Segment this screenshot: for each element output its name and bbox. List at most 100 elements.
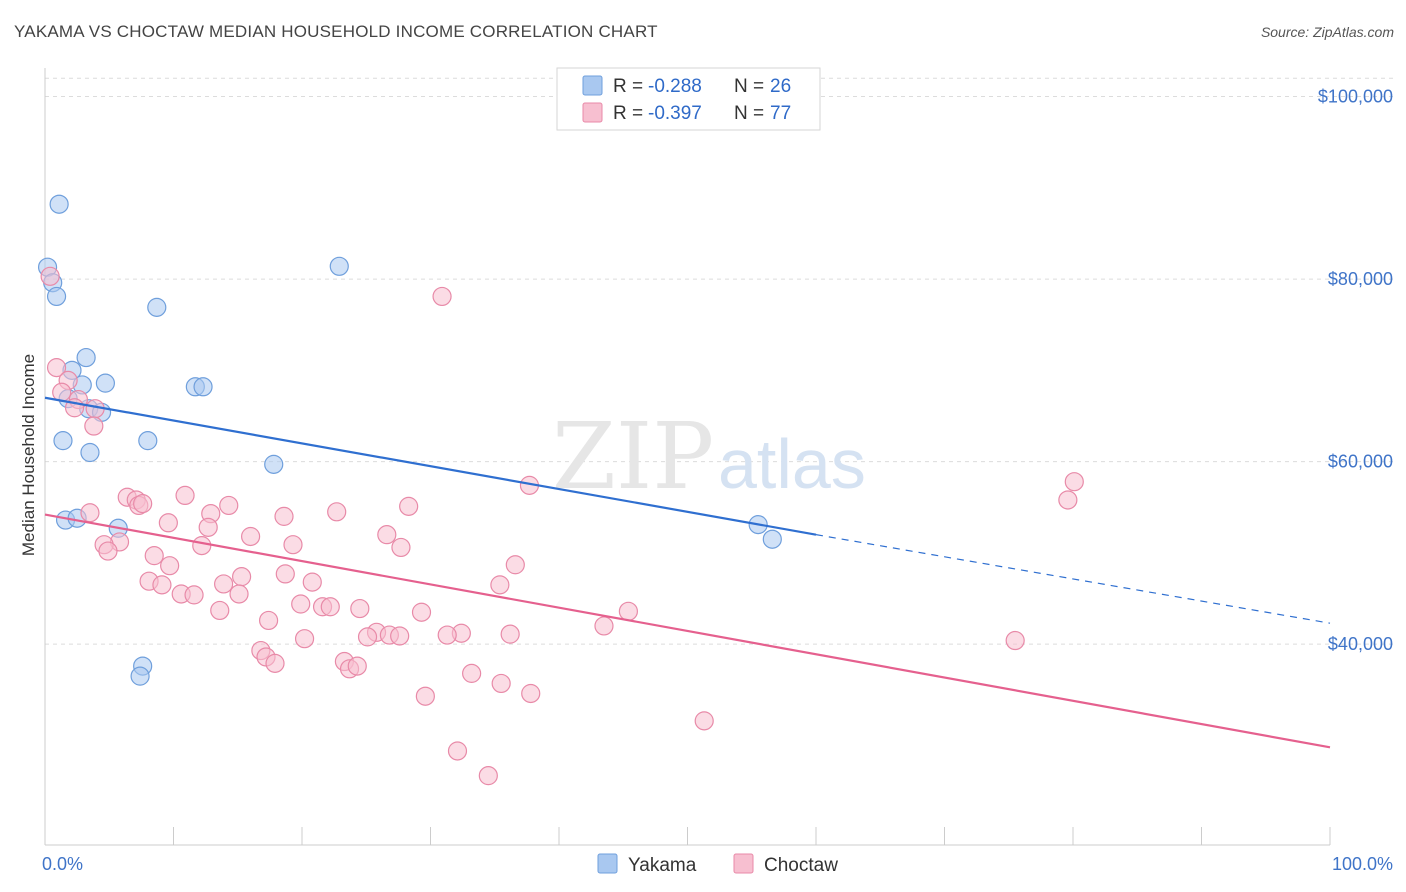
- point-yakama-3: [46, 286, 67, 307]
- point-yakama-23: [762, 529, 782, 549]
- y-tick-label-0: $40,000: [1328, 634, 1393, 654]
- point-choctaw-18: [399, 496, 419, 516]
- point-yakama-18: [264, 454, 284, 474]
- point-yakama-25: [130, 666, 150, 686]
- legend-r-label-yakama: R =: [613, 76, 643, 97]
- point-choctaw-60: [500, 624, 520, 644]
- legend-swatch-yakama: [582, 75, 603, 96]
- legend-swatch-choctaw-bottom: [733, 853, 754, 874]
- trend-line-extension-yakama: [815, 534, 1331, 624]
- point-choctaw-1: [432, 286, 452, 307]
- point-yakama-11: [193, 377, 213, 397]
- point-choctaw-76: [478, 766, 498, 786]
- chart-title: YAKAMA VS CHOCTAW MEDIAN HOUSEHOLD INCOM…: [14, 22, 658, 41]
- point-choctaw-39: [214, 574, 234, 594]
- correlation-legend: R = -0.288 N = 26 R = -0.397 N = 77: [556, 67, 821, 131]
- point-choctaw-11: [1058, 490, 1078, 510]
- point-yakama-9: [95, 373, 115, 393]
- point-choctaw-70: [462, 663, 482, 683]
- grid-lines: [45, 77, 1395, 645]
- point-choctaw-48: [320, 597, 340, 617]
- point-choctaw-20: [327, 502, 347, 522]
- point-choctaw-10: [1064, 472, 1084, 492]
- point-yakama-5: [329, 256, 349, 276]
- point-choctaw-62: [294, 629, 315, 649]
- point-choctaw-41: [152, 575, 172, 595]
- point-choctaw-33: [144, 546, 164, 566]
- trend-line-choctaw: [44, 513, 1331, 749]
- point-yakama-6: [76, 347, 96, 368]
- point-choctaw-71: [491, 673, 511, 694]
- x-tick-labels: 0.0% 100.0%: [42, 854, 1393, 874]
- point-choctaw-73: [415, 686, 435, 706]
- watermark-atlas: atlas: [718, 425, 866, 503]
- point-choctaw-8: [84, 416, 104, 436]
- legend-r-label-choctaw: R =: [613, 103, 643, 124]
- trend-line-yakama: [44, 396, 817, 536]
- point-choctaw-34: [160, 556, 180, 576]
- point-choctaw-19: [80, 503, 100, 523]
- point-choctaw-29: [192, 536, 212, 556]
- point-choctaw-35: [505, 555, 525, 575]
- y-tick-label-1: $60,000: [1328, 452, 1393, 472]
- legend-n-value-choctaw: 77: [770, 103, 791, 124]
- point-choctaw-17: [219, 495, 239, 516]
- point-choctaw-46: [291, 594, 311, 614]
- point-choctaw-30: [283, 535, 303, 555]
- y-tick-label-3: $100,000: [1318, 87, 1393, 107]
- point-choctaw-42: [490, 575, 510, 595]
- point-choctaw-51: [411, 602, 432, 622]
- point-choctaw-44: [184, 585, 204, 605]
- legend-swatch-choctaw: [582, 102, 603, 123]
- y-tick-labels: $40,000 $60,000 $80,000 $100,000: [1318, 87, 1393, 655]
- series-legend: Yakama Choctaw: [597, 853, 838, 876]
- point-choctaw-74: [694, 711, 714, 731]
- point-choctaw-66: [265, 653, 285, 673]
- point-choctaw-26: [377, 525, 397, 545]
- point-choctaw-22: [274, 506, 294, 526]
- legend-swatch-yakama-bottom: [597, 853, 618, 874]
- point-choctaw-0: [40, 266, 60, 286]
- point-choctaw-16: [133, 494, 153, 514]
- point-yakama-17: [80, 442, 100, 463]
- legend-r-value-yakama: -0.288: [648, 76, 702, 97]
- point-choctaw-52: [618, 601, 638, 621]
- point-choctaw-25: [241, 526, 261, 547]
- point-choctaw-61: [357, 627, 378, 647]
- point-choctaw-2: [46, 358, 67, 378]
- point-yakama-1: [49, 194, 69, 214]
- point-choctaw-75: [447, 741, 468, 761]
- point-choctaw-54: [594, 616, 614, 636]
- point-choctaw-13: [175, 485, 195, 506]
- point-choctaw-69: [347, 656, 367, 676]
- point-choctaw-49: [350, 598, 370, 619]
- watermark: ZIP atlas: [552, 403, 866, 510]
- legend-r-value-choctaw: -0.397: [648, 103, 702, 124]
- point-choctaw-72: [521, 683, 541, 704]
- point-yakama-16: [138, 431, 158, 451]
- point-choctaw-58: [390, 626, 410, 646]
- point-choctaw-63: [1005, 630, 1025, 651]
- x-tick-label-1: 100.0%: [1332, 854, 1393, 874]
- axes: [44, 68, 1331, 846]
- point-choctaw-45: [229, 584, 249, 604]
- watermark-zip: ZIP: [552, 403, 714, 510]
- point-choctaw-40: [302, 572, 322, 592]
- point-choctaw-53: [258, 610, 279, 631]
- x-tick-label-0: 0.0%: [42, 854, 83, 874]
- point-choctaw-23: [158, 513, 178, 533]
- y-axis-label: Median Household Income: [19, 354, 38, 556]
- point-choctaw-37: [275, 564, 295, 584]
- point-choctaw-59: [437, 625, 457, 645]
- y-tick-label-2: $80,000: [1328, 269, 1393, 289]
- point-choctaw-36: [232, 567, 252, 587]
- legend-n-label-yakama: N =: [734, 76, 764, 97]
- legend-label-choctaw: Choctaw: [764, 855, 838, 876]
- point-choctaw-50: [210, 600, 230, 621]
- trend-lines: [44, 396, 1331, 749]
- point-choctaw-24: [198, 517, 218, 537]
- point-choctaw-31: [391, 537, 411, 558]
- point-yakama-4: [147, 297, 167, 317]
- point-choctaw-32: [98, 541, 118, 561]
